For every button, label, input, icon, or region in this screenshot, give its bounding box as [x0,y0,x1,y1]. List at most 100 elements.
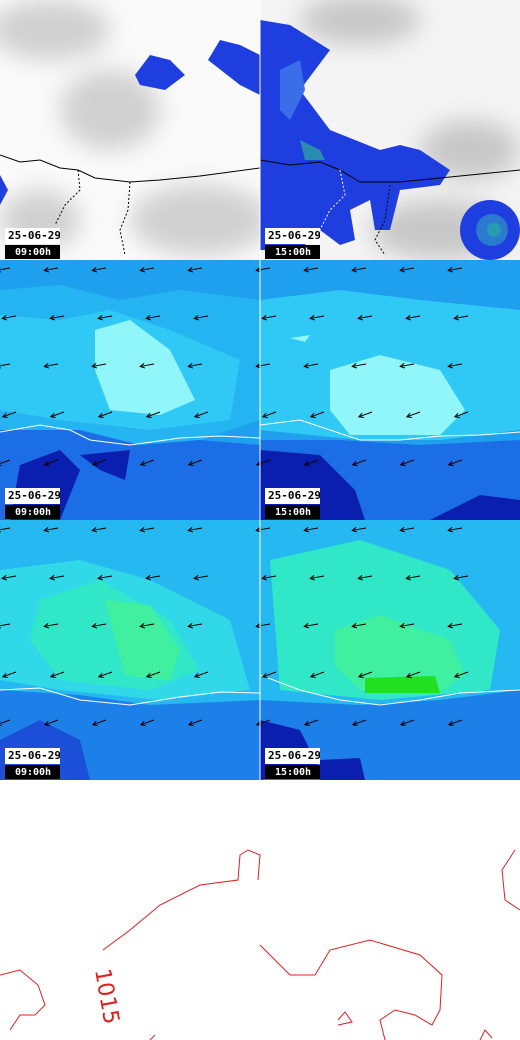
panel-field-b-0900 [0,520,260,780]
wind-arrow-head [303,362,310,369]
wind-arrow [140,623,155,627]
wind-arrow-head [357,412,364,419]
date-box [265,748,320,764]
wind-arrow-head [145,314,152,321]
wind-arrow-head [91,362,98,369]
panel-date: 25-06-29 [268,489,321,502]
wind-arrow-head [453,574,460,581]
wind-arrow [146,575,161,579]
wind-arrow-head [399,526,406,533]
wind-arrow-head [447,266,454,273]
wind-arrow [454,671,469,678]
wind-arrow [146,315,161,319]
timestamp-labels: 25-06-29 09:00h 25-06-29 15:00h 25-06-29 09:0… [5,228,321,779]
wind-arrow-head [261,412,268,419]
wind-arrow [0,719,11,725]
wind-arrow-head [351,362,358,369]
wind-arrow [454,575,469,579]
panel-date: 25-06-29 [8,749,61,762]
wind-arrow-head [0,720,2,727]
wind-arrow [44,459,59,466]
wind-arrow [358,315,373,319]
wind-arrow-head [261,672,268,679]
wind-arrow [140,719,155,726]
wind-arrow [50,575,65,579]
wind-arrow [92,719,107,726]
wind-arrow-head [97,314,104,321]
wind-arrow-head [399,460,406,467]
wind-arrow-head [261,574,268,581]
wind-arrow [262,671,277,678]
panel-precip-0900 [0,0,260,260]
wind-arrow [400,267,415,271]
wind-arrow-head [261,314,268,321]
panel-field-b-1500 [260,520,520,780]
wind-arrow [194,575,209,579]
wind-arrow [400,719,415,726]
wind-arrow-head [139,362,146,369]
wind-arrows [0,266,469,727]
wind-arrow-head [405,314,412,321]
wind-arrow-head [405,574,412,581]
wind-arrow [194,411,209,418]
wind-arrow [256,623,271,627]
wind-arrow-head [351,526,358,533]
wind-arrow [352,267,367,271]
wind-arrow-head [139,720,146,727]
wind-arrow [406,575,421,579]
date-box [5,748,60,764]
wind-arrow [92,363,107,367]
wind-arrow-head [91,622,98,629]
wind-arrow [304,527,319,531]
wind-arrow-head [49,672,56,679]
wind-arrow-head [255,622,262,629]
date-box [5,228,60,244]
wind-arrow-head [447,622,454,629]
wind-arrow [194,315,209,319]
date-box [265,228,320,244]
wind-arrow [146,671,161,678]
wind-arrow-head [49,412,56,419]
wind-arrow [406,671,421,678]
wind-arrow-head [97,574,104,581]
wind-arrow [304,459,319,466]
wind-arrow-head [255,362,262,369]
wind-arrow [2,575,17,579]
wind-arrow-head [139,266,146,273]
wind-arrow-head [447,460,454,467]
wind-arrow [188,719,203,726]
wind-arrow-head [1,412,8,419]
wind-arrow [140,267,155,271]
panel-time: 15:00h [275,767,311,778]
wind-arrow-head [255,526,262,533]
wind-arrow [310,671,325,678]
panel-time: 15:00h [275,507,311,518]
wind-arrow-head [303,720,310,727]
wind-arrow [448,363,463,367]
wind-arrow-head [43,622,50,629]
wind-arrow-head [303,460,310,467]
wind-arrow [188,459,203,466]
wind-arrow [188,363,203,367]
wind-arrow-head [139,526,146,533]
wind-arrow [44,623,59,627]
wind-arrow-head [309,412,316,419]
wind-arrow-head [351,720,358,727]
wind-arrow [44,527,59,531]
wind-arrow [406,411,421,418]
wind-arrow-head [309,314,316,321]
wind-arrow-head [357,672,364,679]
wind-arrow-head [145,412,152,419]
panel-time: 15:00h [275,247,311,258]
wind-arrow [0,459,11,465]
panel-date: 25-06-29 [8,229,61,242]
wind-arrow [256,527,271,531]
wind-arrow-head [303,622,310,629]
wind-arrow [0,527,11,531]
wind-arrow [448,719,463,726]
wind-arrow [304,719,319,726]
panel-field-a-0900 [0,260,260,520]
date-box [265,488,320,504]
wind-arrow-head [49,574,56,581]
wind-arrow [262,411,277,418]
